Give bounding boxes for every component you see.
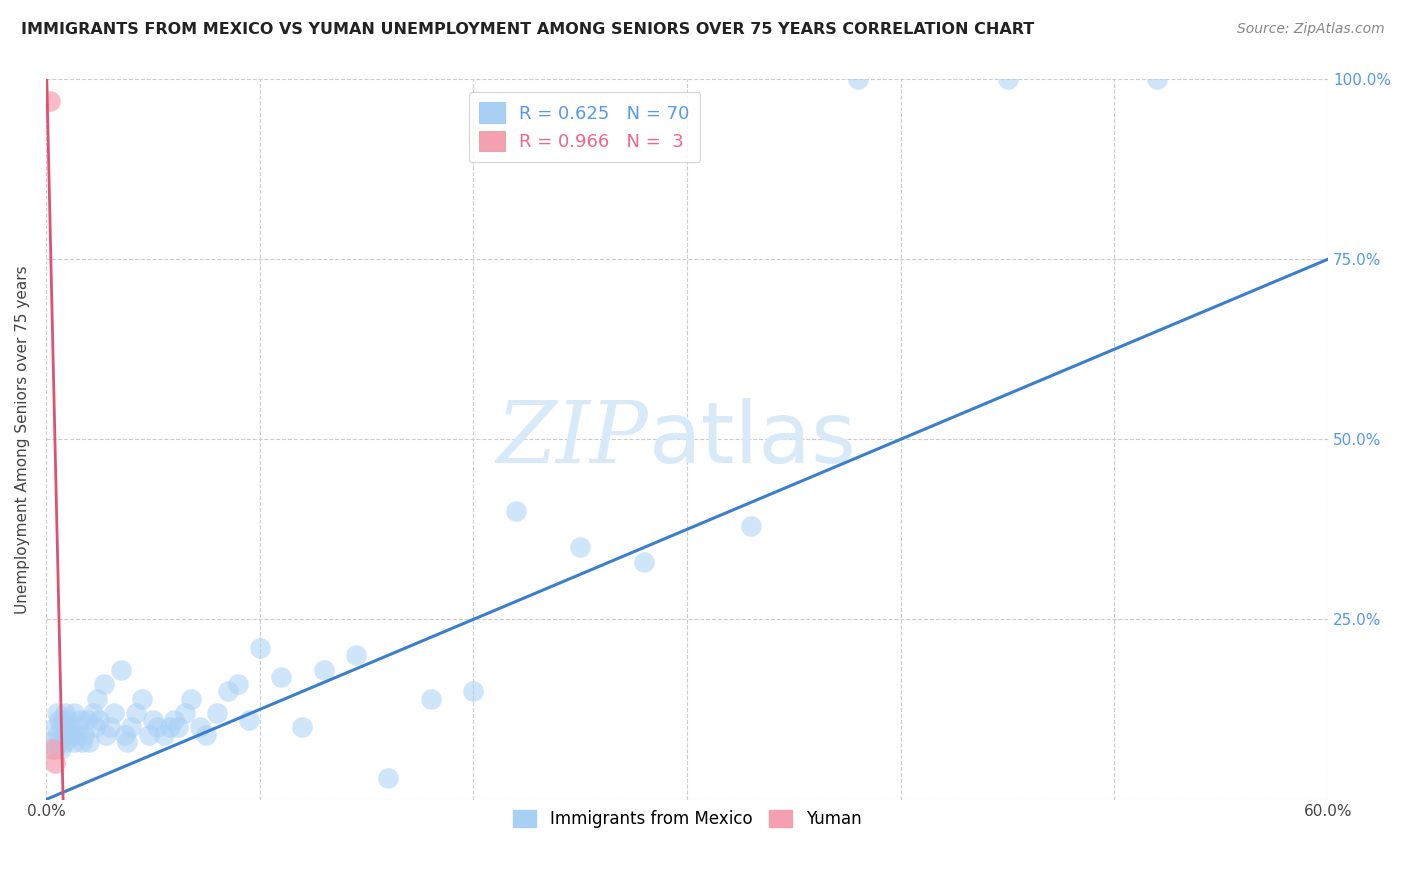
Point bbox=[56, 728, 79, 742]
Point bbox=[188, 721, 211, 735]
Point bbox=[44, 742, 66, 756]
Point bbox=[142, 713, 165, 727]
Point bbox=[44, 721, 66, 735]
Point bbox=[569, 541, 592, 555]
Point bbox=[49, 721, 72, 735]
Point bbox=[633, 555, 655, 569]
Point bbox=[41, 742, 63, 756]
Point bbox=[159, 721, 181, 735]
Point bbox=[52, 713, 75, 727]
Point bbox=[44, 756, 66, 771]
Point bbox=[66, 721, 89, 735]
Point bbox=[270, 670, 292, 684]
Point bbox=[56, 713, 79, 727]
Text: ZIP: ZIP bbox=[496, 398, 648, 481]
Point bbox=[173, 706, 195, 720]
Point bbox=[48, 735, 70, 749]
Point bbox=[89, 713, 111, 727]
Point bbox=[73, 728, 96, 742]
Point bbox=[53, 706, 76, 720]
Point bbox=[195, 728, 218, 742]
Point bbox=[72, 735, 94, 749]
Point bbox=[125, 706, 148, 720]
Text: atlas: atlas bbox=[648, 398, 856, 481]
Point bbox=[740, 518, 762, 533]
Point bbox=[53, 735, 76, 749]
Point bbox=[69, 713, 91, 727]
Point bbox=[146, 721, 169, 735]
Point bbox=[344, 648, 367, 663]
Point bbox=[76, 713, 98, 727]
Point bbox=[58, 721, 80, 735]
Point bbox=[997, 72, 1019, 87]
Point bbox=[238, 713, 260, 727]
Point bbox=[312, 663, 335, 677]
Point bbox=[45, 706, 67, 720]
Point bbox=[249, 641, 271, 656]
Point bbox=[115, 735, 138, 749]
Point bbox=[60, 728, 83, 742]
Point bbox=[82, 706, 104, 720]
Point bbox=[138, 728, 160, 742]
Legend: Immigrants from Mexico, Yuman: Immigrants from Mexico, Yuman bbox=[506, 803, 868, 834]
Text: IMMIGRANTS FROM MEXICO VS YUMAN UNEMPLOYMENT AMONG SENIORS OVER 75 YEARS CORRELA: IMMIGRANTS FROM MEXICO VS YUMAN UNEMPLOY… bbox=[21, 22, 1035, 37]
Point bbox=[205, 706, 228, 720]
Point bbox=[41, 735, 63, 749]
Point bbox=[152, 728, 174, 742]
Point bbox=[52, 728, 75, 742]
Point bbox=[86, 691, 108, 706]
Point bbox=[505, 504, 527, 518]
Point bbox=[62, 735, 84, 749]
Point bbox=[180, 691, 202, 706]
Point bbox=[217, 684, 239, 698]
Point bbox=[419, 691, 441, 706]
Point bbox=[114, 728, 136, 742]
Point bbox=[1146, 72, 1168, 87]
Point bbox=[103, 706, 125, 720]
Point bbox=[131, 691, 153, 706]
Point bbox=[48, 713, 70, 727]
Point bbox=[62, 706, 84, 720]
Point bbox=[463, 684, 485, 698]
Y-axis label: Unemployment Among Seniors over 75 years: Unemployment Among Seniors over 75 years bbox=[15, 265, 30, 614]
Point bbox=[45, 728, 67, 742]
Point bbox=[84, 721, 107, 735]
Point bbox=[291, 721, 314, 735]
Point bbox=[846, 72, 869, 87]
Point bbox=[93, 677, 115, 691]
Point bbox=[120, 721, 142, 735]
Point bbox=[65, 728, 87, 742]
Point bbox=[77, 735, 100, 749]
Point bbox=[226, 677, 249, 691]
Point bbox=[167, 721, 190, 735]
Point bbox=[94, 728, 117, 742]
Point bbox=[110, 663, 132, 677]
Point bbox=[98, 721, 121, 735]
Point bbox=[39, 94, 62, 108]
Point bbox=[163, 713, 186, 727]
Point bbox=[49, 742, 72, 756]
Point bbox=[377, 771, 399, 785]
Text: Source: ZipAtlas.com: Source: ZipAtlas.com bbox=[1237, 22, 1385, 37]
